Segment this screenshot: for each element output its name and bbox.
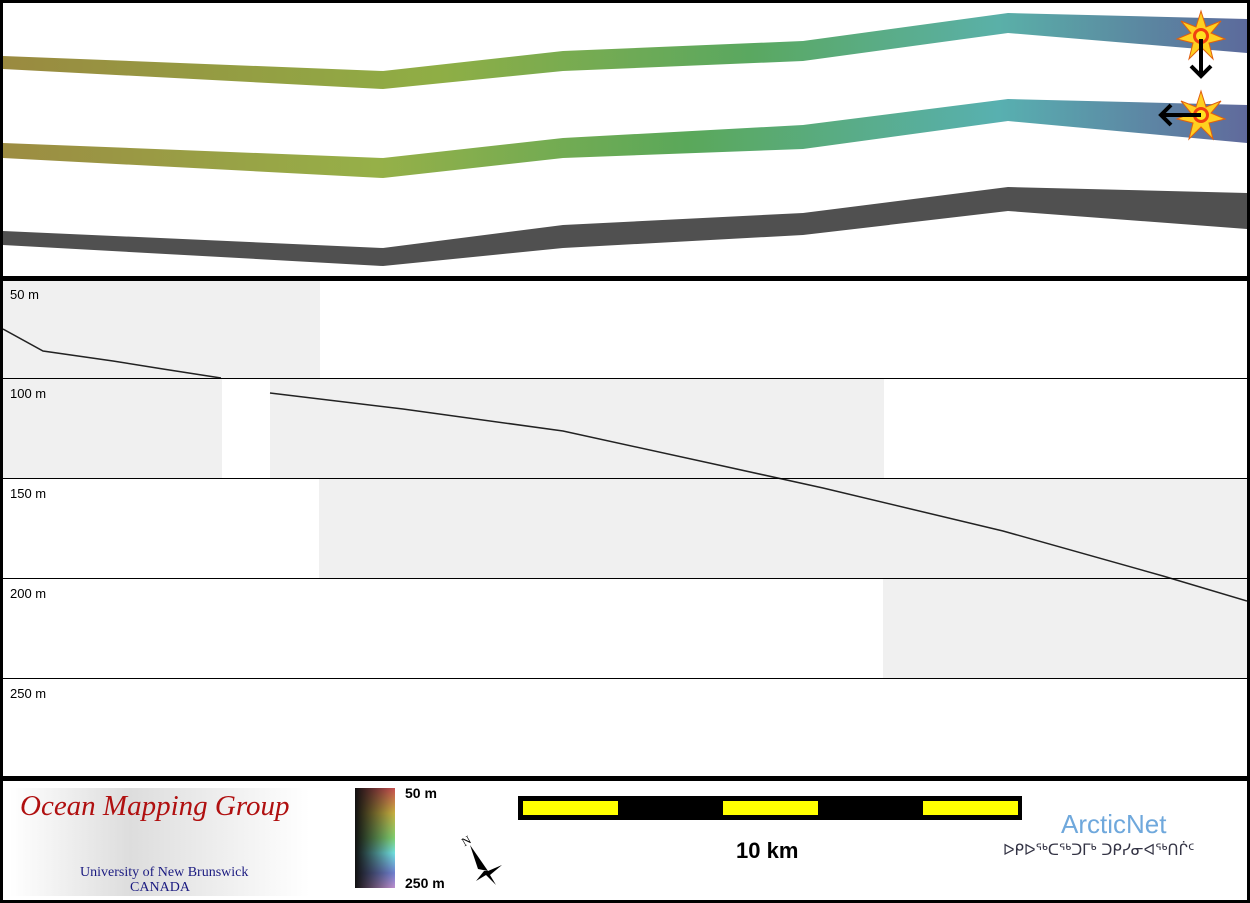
scale-bar	[518, 796, 1022, 820]
colorbar-top-label: 50 m	[405, 785, 437, 801]
subbottom-profile-panel: 50 m 100 m 150 m 200 m 250 m	[3, 281, 1247, 776]
depth-label: 200 m	[10, 586, 47, 601]
seafloor-profile	[3, 328, 1247, 602]
logo-title: Ocean Mapping Group	[20, 790, 290, 822]
ocean-mapping-group-logo: Ocean Mapping Group University of New Br…	[10, 788, 310, 896]
legend-panel: Ocean Mapping Group University of New Br…	[3, 781, 1247, 900]
logo-line1: University of New Brunswick	[80, 865, 249, 880]
north-label: N	[459, 832, 474, 849]
profile-segment	[270, 378, 884, 478]
backscatter-swath	[3, 187, 1247, 266]
profile-segment	[319, 478, 1247, 578]
profile-segment	[883, 578, 1247, 678]
depth-label: 50 m	[10, 287, 39, 302]
profile-segment	[3, 281, 320, 378]
arrow-down-icon	[1189, 39, 1213, 79]
arcticnet-syllabics: ᐅᑭᐅᖅᑕᖅᑐᒥᒃ ᑐᑭᓯᓂᐊᖅᑎᒌᑦ	[1003, 841, 1195, 859]
arcticnet-logo: ArcticNet	[1061, 809, 1167, 839]
profile-segment	[3, 378, 222, 478]
depth-label: 150 m	[10, 486, 47, 501]
swath-panel	[3, 3, 1247, 276]
arrow-left-icon	[1158, 103, 1201, 127]
depth-label: 100 m	[10, 386, 47, 401]
north-arrow-icon: N	[459, 832, 502, 885]
colorbar-bottom-label: 250 m	[405, 875, 445, 891]
depth-label: 250 m	[10, 686, 47, 701]
scale-bar-label: 10 km	[736, 838, 799, 863]
swath-map	[3, 9, 1247, 266]
bathymetry-swath-2	[3, 99, 1247, 178]
depth-colorbar	[355, 788, 395, 888]
logo-line2: CANADA	[130, 880, 190, 895]
bathymetry-swath-1	[3, 13, 1247, 89]
